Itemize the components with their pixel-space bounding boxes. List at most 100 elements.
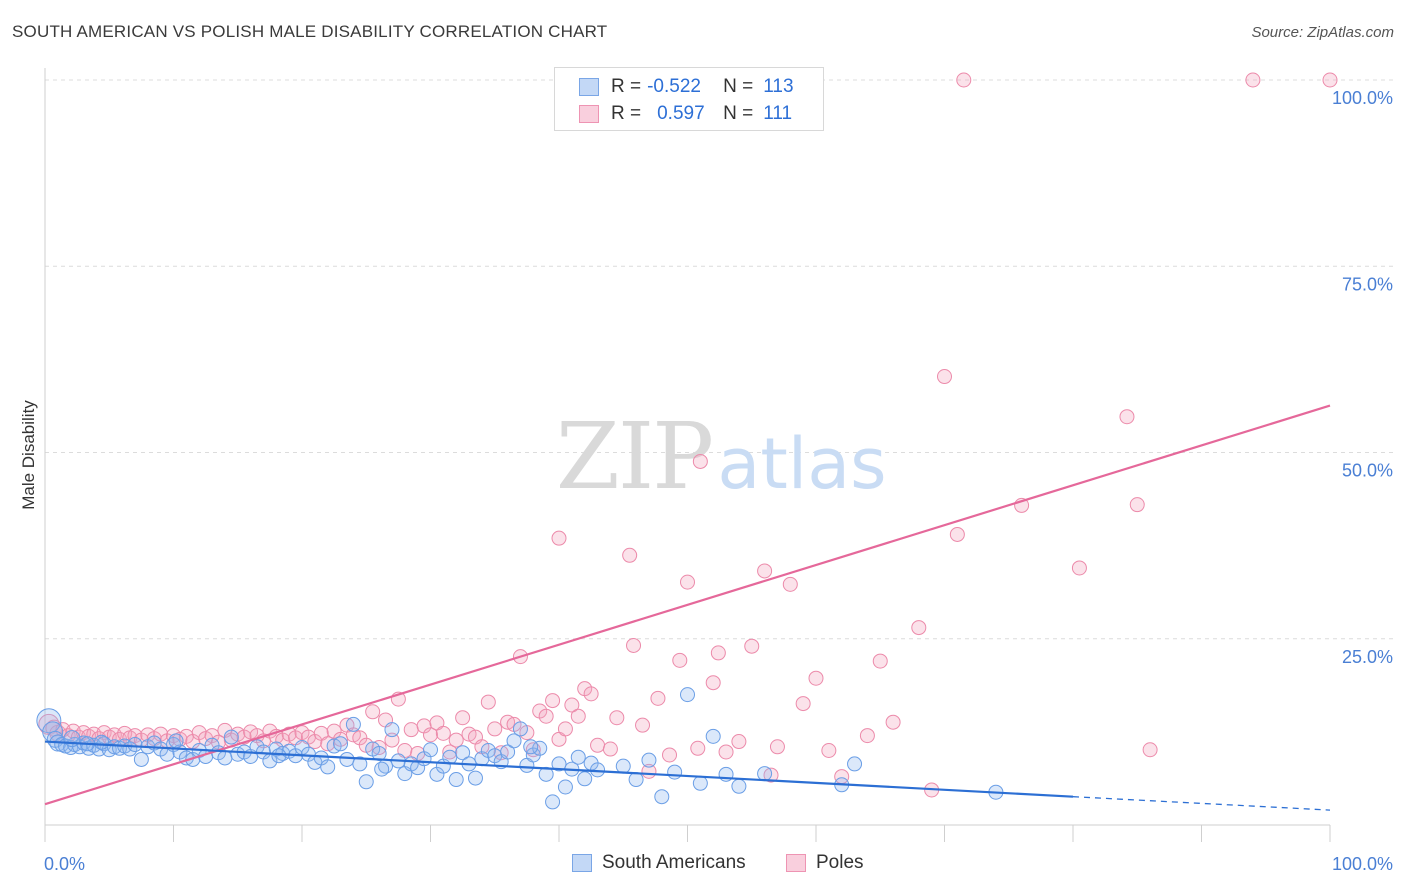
south-americans-point <box>847 756 863 772</box>
poles-point <box>757 563 773 579</box>
poles-point <box>564 697 580 713</box>
poles-point <box>423 727 438 743</box>
poles-point <box>1142 742 1158 758</box>
poles-point <box>650 690 666 706</box>
watermark: ZIP atlas <box>556 403 887 510</box>
south-americans-point <box>731 778 747 794</box>
watermark-zip: ZIP <box>556 403 712 510</box>
poles-point <box>1245 72 1261 88</box>
south-americans-point <box>423 742 438 758</box>
south-americans-point <box>667 764 683 780</box>
poles-point <box>480 694 496 710</box>
legend-swatch-pink <box>579 105 599 123</box>
trend-lines <box>44 404 1331 811</box>
south-americans-point <box>352 756 368 772</box>
poles-point <box>672 652 688 668</box>
grid-lines <box>45 79 1395 640</box>
poles-point <box>609 710 625 726</box>
poles-point <box>710 645 726 661</box>
poles-point <box>551 530 567 546</box>
poles-point <box>626 637 642 653</box>
poles-point <box>545 693 561 709</box>
watermark-atlas: atlas <box>717 423 886 505</box>
south-americans-point <box>333 736 349 752</box>
poles-point <box>455 710 471 726</box>
poles-point <box>487 721 503 737</box>
poles-point <box>692 453 708 469</box>
legend-n-value: 113 <box>763 76 794 97</box>
south-americans-point <box>455 745 471 761</box>
poles-point <box>680 574 695 590</box>
x-tick-label: 0.0% <box>44 854 85 874</box>
south-americans-point <box>551 756 567 772</box>
legend-r-value: -0.522 <box>647 76 701 97</box>
south-americans-point <box>692 775 708 791</box>
poles-point <box>690 740 706 756</box>
south-americans-point <box>467 770 483 786</box>
poles-point <box>1071 560 1087 576</box>
poles-point <box>635 717 651 733</box>
poles-point <box>859 728 875 744</box>
legend-row-poles: R = 0.597 N = 111 <box>579 101 792 127</box>
bottom-legend-swatch-blue <box>572 854 592 872</box>
legend-n-label: N = <box>723 76 754 97</box>
south-americans-point <box>680 687 695 703</box>
poles-point <box>570 708 586 724</box>
south-americans-point <box>168 733 184 749</box>
south-americans-point <box>358 774 374 790</box>
south-americans-point <box>223 729 239 745</box>
south-americans-point <box>757 766 773 782</box>
poles-point <box>662 747 678 763</box>
south-americans-point <box>94 734 110 750</box>
poles-point <box>718 744 734 760</box>
south-americans-point <box>577 771 593 787</box>
y-axis-label: Male Disability <box>19 400 38 510</box>
tick-labels: 25.0% 50.0% 75.0% 100.0% 0.0% 100.0% <box>44 88 1393 874</box>
source-credit: Source: ZipAtlas.com <box>1251 24 1394 41</box>
bottom-legend-label: South Americans <box>602 852 746 873</box>
south-americans-point <box>506 733 522 749</box>
poles-point <box>821 743 837 758</box>
poles-point <box>956 72 972 88</box>
south-americans-point <box>523 739 539 755</box>
poles-point <box>448 732 464 748</box>
poles-point <box>885 714 901 730</box>
south-americans-point <box>345 716 361 732</box>
poles-point <box>583 686 599 702</box>
poles-point <box>795 696 811 712</box>
poles-trend-line <box>44 404 1331 806</box>
south-americans-point <box>705 728 721 744</box>
legend-swatch-blue <box>579 78 599 96</box>
south-americans-point <box>320 759 336 775</box>
legend-row-south-americans: R = -0.522 N = 113 <box>579 74 794 100</box>
poles-point <box>1322 72 1338 88</box>
south-americans-point <box>641 752 657 768</box>
poles-point <box>365 704 381 720</box>
poles-point <box>911 620 927 636</box>
legend-r-value: 0.597 <box>657 103 705 124</box>
poles-point <box>557 721 573 737</box>
bottom-legend-swatch-pink <box>786 854 806 872</box>
south-americans-point <box>557 779 573 795</box>
poles-point <box>1129 497 1145 513</box>
south-americans-point <box>36 708 62 734</box>
correlation-legend: R = -0.522 N = 113 R = 0.597 N = 111 <box>554 67 824 131</box>
south-americans-point <box>374 761 390 777</box>
poles-point <box>769 739 785 755</box>
poles-point <box>538 708 554 724</box>
south-americans-point <box>384 722 400 738</box>
chart-title: SOUTH AMERICAN VS POLISH MALE DISABILITY… <box>12 22 608 41</box>
legend-r-label: R = <box>611 76 642 97</box>
legend-n-value: 111 <box>763 103 793 124</box>
south-americans-point <box>512 721 528 737</box>
south-americans-point <box>500 744 516 760</box>
poles-point <box>949 526 965 542</box>
bottom-legend-south-americans: South Americans <box>572 852 746 874</box>
poles-point <box>1119 409 1135 425</box>
y-tick-label: 50.0% <box>1342 461 1393 481</box>
poles-point <box>602 741 618 757</box>
poles-point <box>731 734 747 750</box>
south-americans-point <box>339 751 355 767</box>
south-americans-point <box>628 772 644 788</box>
